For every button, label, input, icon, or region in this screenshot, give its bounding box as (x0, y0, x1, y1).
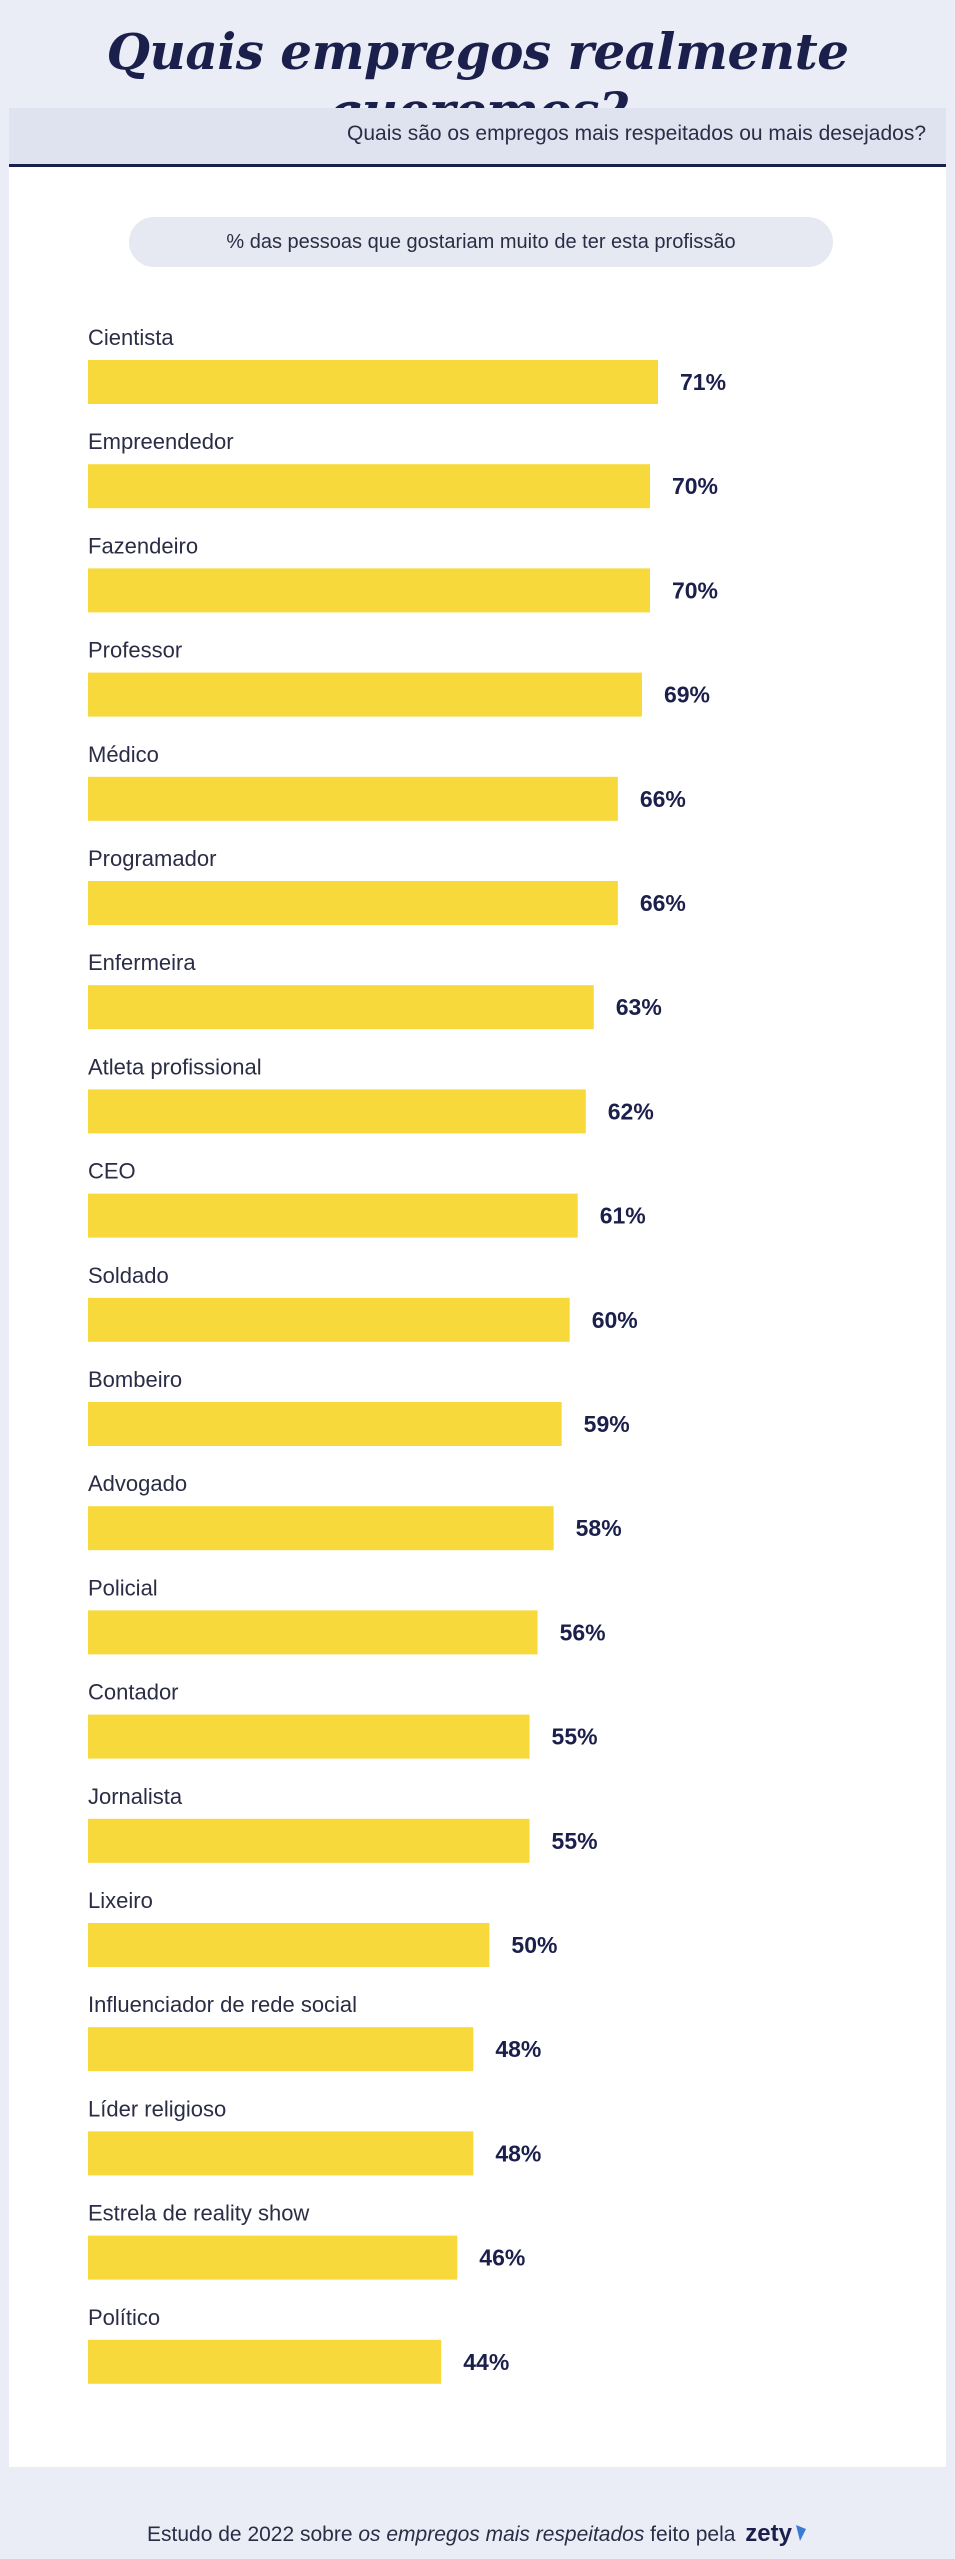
category-label: Bombeiro (88, 1367, 182, 1392)
value-label: 48% (495, 2140, 541, 2166)
value-label: 56% (560, 1619, 606, 1645)
bar (88, 568, 650, 613)
footer-emphasis: os empregos mais respeitados (358, 2523, 645, 2546)
value-label: 55% (552, 1724, 598, 1750)
category-label: Advogado (88, 1471, 187, 1496)
bar (88, 2027, 474, 2072)
category-label: Enfermeira (88, 950, 196, 975)
category-label: Professor (88, 638, 182, 663)
bar (88, 2131, 474, 2176)
value-label: 46% (479, 2245, 525, 2271)
bar (88, 1193, 578, 1238)
bar (88, 1714, 530, 1759)
value-label: 66% (640, 786, 686, 812)
bar (88, 2235, 458, 2280)
bar (88, 1089, 586, 1134)
category-label: Lixeiro (88, 1888, 153, 1913)
bar (88, 360, 658, 404)
bar (88, 776, 618, 821)
value-label: 70% (672, 577, 718, 603)
category-label: CEO (88, 1159, 136, 1184)
category-label: Programador (88, 846, 216, 871)
value-label: 55% (552, 1828, 598, 1854)
bar (88, 672, 642, 717)
bar (88, 1818, 530, 1863)
category-label: Cientista (88, 325, 174, 350)
category-label: Atleta profissional (88, 1054, 262, 1079)
subtitle-band: Quais são os empregos mais respeitados o… (9, 108, 946, 167)
value-label: 70% (672, 473, 718, 499)
category-label: Fazendeiro (88, 533, 198, 558)
category-label: Soldado (88, 1263, 169, 1288)
bar (88, 1506, 554, 1551)
bar (88, 1923, 490, 1967)
value-label: 61% (600, 1203, 646, 1229)
value-label: 50% (511, 1932, 557, 1958)
footer-prefix: Estudo de 2022 sobre (147, 2523, 359, 2546)
bar (88, 985, 594, 1030)
bar (88, 881, 618, 925)
category-label: Influenciador de rede social (88, 1992, 357, 2017)
footer-suffix: feito pela (644, 2523, 736, 2546)
value-label: 58% (576, 1515, 622, 1541)
value-label: 59% (584, 1411, 630, 1437)
value-label: 69% (664, 682, 710, 708)
brand-logo-text: zety (745, 2520, 792, 2547)
category-label: Estrela de reality show (88, 2201, 309, 2226)
category-label: Policial (88, 1575, 158, 1600)
category-label: Líder religioso (88, 2096, 226, 2121)
category-label: Empreendedor (88, 429, 234, 454)
category-label: Contador (88, 1680, 179, 1705)
page-subtitle: Quais são os empregos mais respeitados o… (347, 122, 926, 145)
value-label: 66% (640, 890, 686, 916)
category-label: Médico (88, 742, 159, 767)
bar (88, 1610, 538, 1655)
footer: Estudo de 2022 sobre os empregos mais re… (0, 2520, 955, 2548)
bar (88, 1297, 570, 1342)
value-label: 63% (616, 994, 662, 1020)
value-label: 44% (463, 2349, 509, 2375)
bar (88, 1402, 562, 1446)
bar-chart: Cientista 71% Empreendedor 70% Fazendeiro 70%… (88, 325, 726, 2384)
value-label: 48% (495, 2036, 541, 2062)
category-label: Jornalista (88, 1784, 183, 1809)
chart-caption-pill: % das pessoas que gostariam muito de ter… (129, 217, 833, 267)
bar (88, 464, 650, 509)
category-label: Político (88, 2305, 160, 2330)
value-label: 62% (608, 1098, 654, 1124)
zety-logo-icon (795, 2525, 806, 2541)
value-label: 60% (592, 1307, 638, 1333)
value-label: 71% (680, 369, 726, 395)
bar (88, 2339, 442, 2384)
